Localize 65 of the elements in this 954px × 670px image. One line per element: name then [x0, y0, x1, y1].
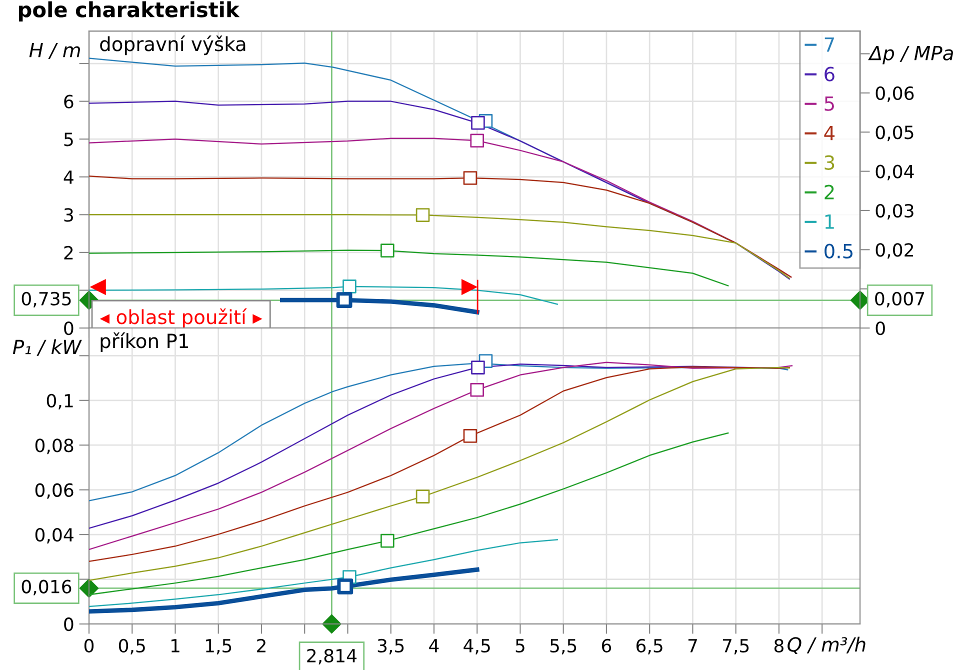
x-axis-title: Q / m³/h — [788, 636, 866, 654]
point — [380, 534, 394, 548]
x-tick-label: 7 — [688, 639, 697, 652]
point — [416, 208, 430, 222]
y2-tick-label: 0,04 — [876, 164, 914, 180]
chart-title: pole charakteristik — [19, 1, 240, 22]
x-tick-label: 7,5 — [722, 639, 749, 654]
annotation: ◂ oblast použití ▸ — [100, 308, 262, 328]
y-tick-label: 4 — [64, 170, 74, 184]
x-tick-label: 5,5 — [550, 639, 576, 654]
y2-tick-label: 0,02 — [876, 243, 914, 259]
y-tick-label: 0,06 — [35, 483, 74, 499]
line-series — [89, 539, 558, 608]
y-tick-label: 3 — [64, 208, 73, 222]
y-axis-title: P₁ / kW — [12, 339, 82, 356]
point — [471, 116, 485, 130]
y-tick-label: 2 — [64, 246, 73, 260]
x-tick-label: 4 — [429, 639, 439, 652]
line-series — [89, 567, 480, 614]
point — [470, 382, 484, 397]
x-tick-label: 3,5 — [378, 638, 404, 654]
ref-line-label: 0,016 — [22, 580, 72, 596]
x-tick-label: 1 — [171, 639, 180, 652]
y2-tick-label: 0 — [876, 321, 885, 336]
x-tick-label: 2 — [257, 638, 266, 652]
ref-line-label: 0,735 — [22, 292, 71, 308]
y-tick-label: 0 — [64, 617, 74, 632]
y-tick-label: 6 — [64, 94, 74, 108]
chart-subtitle: příkon P1 — [100, 332, 188, 352]
point — [463, 171, 478, 185]
legend-label: 7 — [824, 37, 834, 52]
x-tick-label: 5 — [516, 639, 524, 653]
y-axis-title: H / m — [29, 43, 80, 59]
point — [380, 244, 394, 258]
legend-label: 3 — [824, 155, 834, 170]
point — [416, 490, 430, 504]
x-tick-label: 6 — [602, 638, 612, 653]
x-tick-label: 0 — [84, 638, 94, 653]
y-tick-label: 0 — [64, 321, 74, 336]
y-tick-label: 0,1 — [46, 394, 73, 410]
y2-tick-label: 0,05 — [876, 126, 914, 142]
point — [470, 134, 484, 148]
legend-label: 0.5 — [824, 244, 852, 258]
ref-line-label: 2,814 — [307, 648, 357, 664]
legend-label: 6 — [824, 66, 834, 82]
y-tick-label: 0,08 — [35, 438, 74, 454]
x-tick-label: 8 — [774, 638, 784, 653]
y-tick-label: 5 — [64, 132, 73, 146]
x-tick-label: 0,5 — [118, 638, 145, 654]
point — [342, 280, 356, 294]
y2-tick-label: 0,03 — [876, 204, 914, 220]
chart-subtitle: dopravní výška — [100, 35, 246, 56]
x-tick-label: 1,5 — [206, 639, 232, 654]
legend-label: 5 — [824, 96, 834, 111]
legend-label: 2 — [824, 184, 834, 200]
x-tick-label: 4,5 — [464, 639, 490, 654]
annotation: 0,007 — [875, 292, 924, 308]
y2-axis-title: Δp / MPa — [868, 46, 953, 64]
point — [471, 360, 485, 374]
legend-label: 1 — [825, 214, 834, 229]
y-tick-label: 0,04 — [35, 528, 74, 544]
legend-label: 4 — [824, 126, 835, 140]
point — [463, 429, 478, 443]
x-tick-label: 6,5 — [636, 638, 662, 654]
y2-tick-label: 0,06 — [876, 86, 914, 102]
